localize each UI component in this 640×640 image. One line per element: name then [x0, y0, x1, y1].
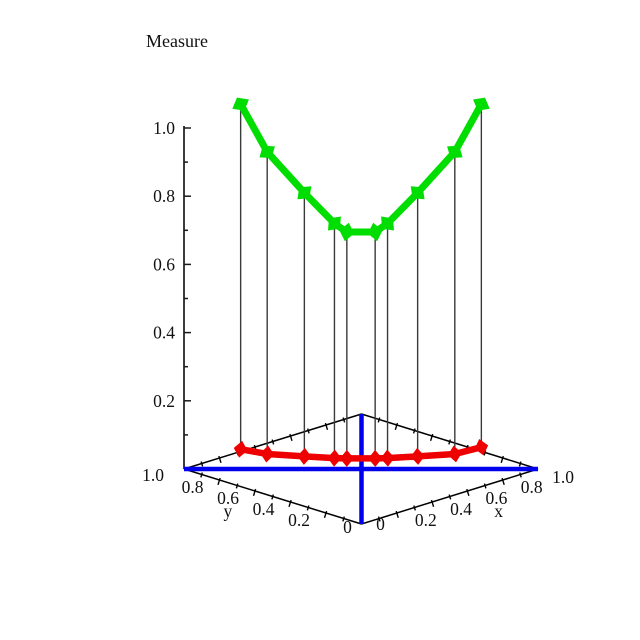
measure-lower-curve-marker [447, 445, 462, 463]
y-tick-label: 0.2 [288, 510, 310, 530]
measure-upper-curve-line [237, 102, 485, 236]
top-edge-x-tick [289, 433, 293, 441]
x-axis-tick [483, 483, 487, 489]
measure-lower-curve-marker [327, 449, 342, 467]
y-axis-tick [306, 505, 310, 511]
x-tick-label: 0.6 [485, 488, 507, 508]
measure-upper-curve-marker [232, 97, 249, 111]
x-tick-label: 1.0 [552, 467, 574, 487]
z-tick-label: 1.0 [153, 118, 175, 138]
top-edge-x-tick [324, 422, 329, 430]
top-edge-x-tick [342, 417, 346, 423]
measure-upper-curve-marker [381, 216, 394, 231]
measure-upper-curve-marker [259, 145, 275, 158]
top-edge-y-tick [412, 428, 416, 434]
x-tick-label: 0.2 [415, 510, 437, 530]
measure-upper-curve-marker [297, 186, 312, 200]
measure-lower-curve-marker [233, 440, 248, 458]
measure-lower-curve-marker [410, 447, 425, 465]
y-axis-tick [200, 472, 204, 478]
z-tick-label: 0.8 [153, 186, 175, 206]
y-axis-tick [252, 488, 257, 496]
top-edge-y-tick [429, 433, 434, 441]
y-tick-label: 0.4 [253, 499, 275, 519]
plot-title: Measure [146, 31, 208, 51]
y-axis-tick [235, 483, 239, 489]
y-axis-tick [288, 499, 292, 507]
x-axis-tick [430, 499, 435, 507]
measure-upper-curve-marker [473, 97, 490, 111]
y-tick-label: 0.8 [182, 477, 204, 497]
y-axis-label: y [224, 501, 233, 521]
measure-upper-curve-marker [447, 145, 463, 158]
top-edge-y-tick [448, 439, 452, 445]
z-tick-label: 0.6 [153, 254, 175, 274]
x-axis-tick [395, 510, 399, 518]
x-axis-tick [413, 505, 417, 511]
top-edge-y-tick [518, 461, 522, 467]
z-tick-label: 0.2 [153, 391, 175, 411]
top-edge-x-tick [306, 428, 310, 434]
x-axis-tick [377, 516, 381, 522]
top-edge-x-tick [271, 439, 275, 445]
z-tick-label: 0.4 [153, 323, 175, 343]
x-axis-tick [501, 477, 505, 485]
y-axis-tick [217, 477, 221, 485]
measure-lower-curve-marker [474, 438, 489, 456]
y-tick-label: 0 [343, 517, 352, 537]
x-axis-label: x [494, 501, 503, 521]
measure-lower-curve-marker [380, 449, 395, 467]
measure-upper-curve-marker [367, 222, 383, 242]
top-edge-y-tick [377, 417, 381, 423]
x-axis-tick [519, 472, 522, 478]
y-tick-label: 0.6 [217, 488, 239, 508]
top-edge-x-tick [200, 461, 204, 467]
x-tick-label: 0 [376, 514, 385, 534]
measure-lower-curve-marker [260, 445, 275, 463]
top-edge-y-tick [394, 422, 399, 430]
y-tick-label: 1.0 [142, 465, 164, 485]
top-edge-y-tick [500, 455, 504, 463]
y-axis-tick [271, 494, 275, 500]
measure-upper-curve-marker [328, 216, 341, 231]
measure-lower-curve-line [240, 444, 483, 462]
measure-upper-curve-marker [410, 186, 425, 200]
x-axis-tick [448, 494, 452, 500]
x-axis-tick [466, 488, 470, 496]
x-tick-label: 0.8 [521, 477, 543, 497]
measure-lower-curve-marker [297, 447, 312, 465]
x-tick-label: 0.4 [450, 499, 472, 519]
measure-lower-curve-marker [339, 449, 354, 467]
measure-lower-curve-marker [368, 449, 383, 467]
top-edge-x-tick [218, 455, 222, 463]
measure-upper-curve-marker [339, 222, 355, 242]
top-edge-y-tick [483, 450, 487, 456]
y-axis-tick [323, 510, 328, 518]
y-axis-tick [342, 516, 346, 522]
